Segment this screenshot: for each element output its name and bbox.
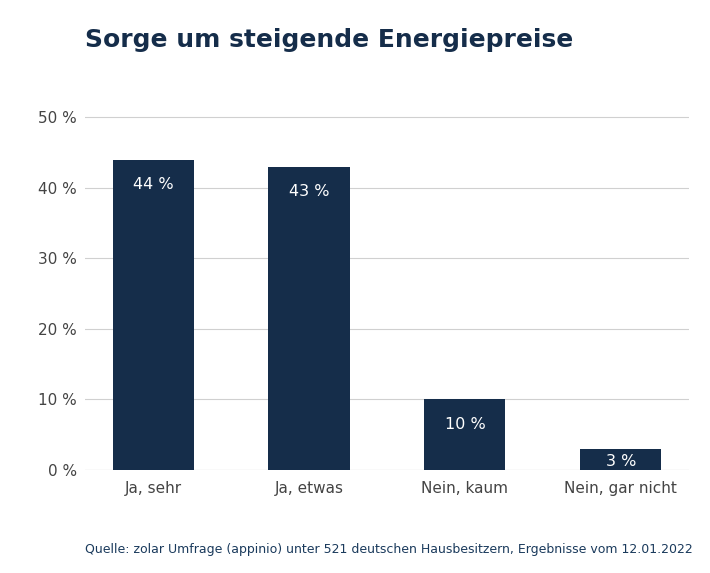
Text: Sorge um steigende Energiepreise: Sorge um steigende Energiepreise [85,28,574,52]
Text: Quelle: zolar Umfrage (appinio) unter 521 deutschen Hausbesitzern, Ergebnisse vo: Quelle: zolar Umfrage (appinio) unter 52… [85,543,693,556]
Bar [580,449,661,470]
Text: 43 %: 43 % [289,185,329,199]
Bar [268,167,349,470]
Bar [113,159,194,470]
Text: 44 %: 44 % [133,177,173,192]
Text: 3 %: 3 % [606,454,636,469]
Text: 10 %: 10 % [444,417,485,432]
Bar [425,399,506,470]
